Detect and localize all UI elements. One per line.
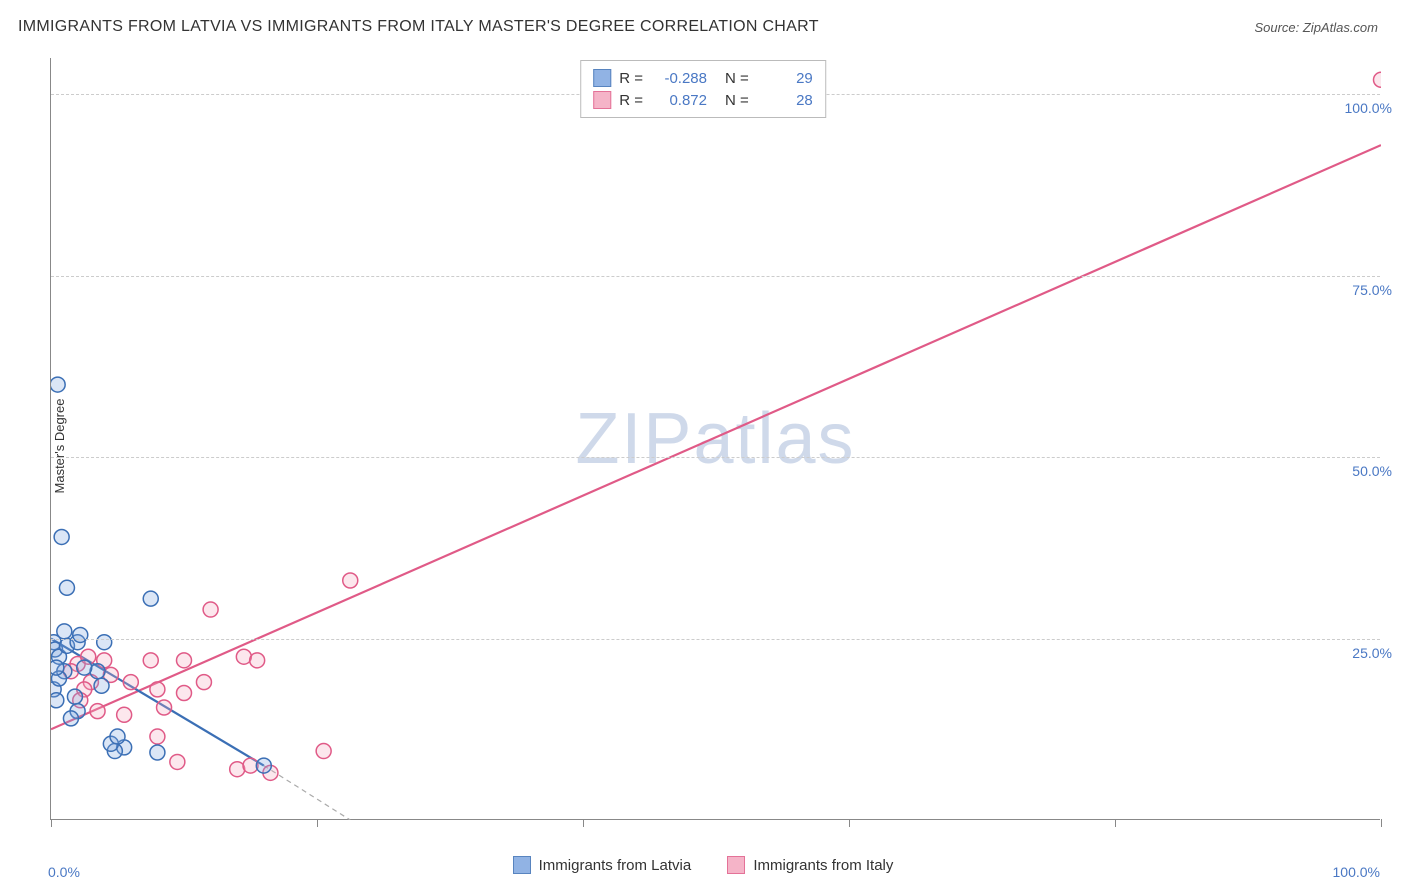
swatch-italy — [727, 856, 745, 874]
y-tick-label: 25.0% — [1352, 645, 1392, 661]
correlation-legend: R = -0.288 N = 29 R = 0.872 N = 28 — [580, 60, 826, 118]
r-value-latvia: -0.288 — [651, 70, 707, 87]
n-value-italy: 28 — [757, 92, 813, 109]
x-tick-label-0: 0.0% — [48, 864, 80, 880]
chart-svg — [51, 58, 1381, 820]
x-tick-label-100: 100.0% — [1333, 864, 1380, 880]
y-tick-label: 50.0% — [1352, 463, 1392, 479]
swatch-italy — [593, 91, 611, 109]
y-tick-label: 100.0% — [1345, 100, 1392, 116]
source-attribution: Source: ZipAtlas.com — [1254, 20, 1378, 35]
series-legend: Immigrants from Latvia Immigrants from I… — [0, 856, 1406, 878]
source-label: Source: — [1254, 20, 1302, 35]
legend-label-italy: Immigrants from Italy — [753, 857, 893, 874]
legend-item-italy: Immigrants from Italy — [727, 856, 893, 874]
plot-area: ZIPatlas — [50, 58, 1380, 820]
swatch-latvia — [593, 69, 611, 87]
legend-row-latvia: R = -0.288 N = 29 — [593, 67, 813, 89]
legend-label-latvia: Immigrants from Latvia — [539, 857, 692, 874]
legend-row-italy: R = 0.872 N = 28 — [593, 89, 813, 111]
n-label: N = — [725, 70, 749, 87]
legend-item-latvia: Immigrants from Latvia — [513, 856, 692, 874]
r-label: R = — [619, 70, 643, 87]
chart-title: IMMIGRANTS FROM LATVIA VS IMMIGRANTS FRO… — [18, 18, 819, 36]
r-label: R = — [619, 92, 643, 109]
n-value-latvia: 29 — [757, 70, 813, 87]
r-value-italy: 0.872 — [651, 92, 707, 109]
y-tick-label: 75.0% — [1352, 282, 1392, 298]
source-name: ZipAtlas.com — [1303, 20, 1378, 35]
swatch-latvia — [513, 856, 531, 874]
n-label: N = — [725, 92, 749, 109]
